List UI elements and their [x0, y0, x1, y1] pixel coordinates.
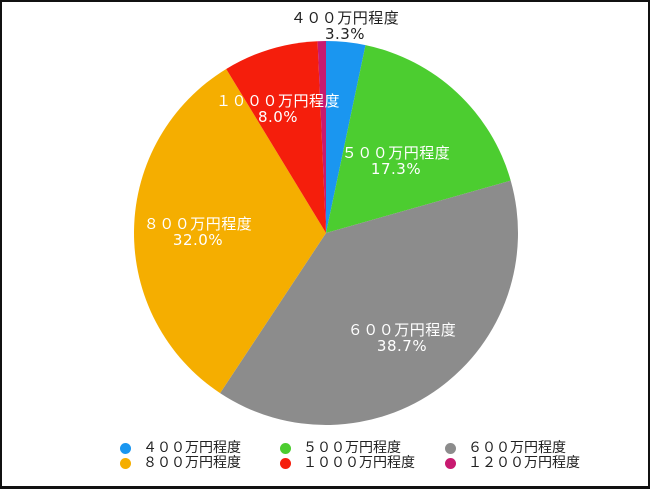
pie-slices	[134, 41, 519, 426]
legend-label: ４００万円程度	[143, 440, 241, 456]
slice-label-percent: 17.3%	[370, 160, 422, 178]
pie-slice	[226, 41, 326, 233]
legend-dot-icon	[120, 443, 131, 454]
legend-label: ６００万円程度	[468, 440, 566, 456]
legend-dot-icon	[280, 443, 291, 454]
slice-label: ８００万円程度 32.0%	[144, 216, 253, 248]
legend-label: ８００万円程度	[143, 455, 241, 471]
pie-slice	[326, 41, 366, 233]
slice-label-name: ６００万円程度	[347, 321, 457, 339]
legend-dot-icon	[280, 458, 291, 469]
slice-label-percent: 3.3%	[324, 25, 366, 43]
pie-slice	[317, 41, 326, 233]
slice-label-percent: 8.0%	[257, 108, 299, 126]
pie-slice	[134, 68, 326, 394]
legend-item: １２００万円程度	[445, 456, 600, 471]
legend-item: ８００万円程度	[120, 456, 280, 471]
legend-dot-icon	[445, 458, 456, 469]
legend-item: １０００万円程度	[280, 456, 445, 471]
slice-label: ４００万円程度 3.3%	[291, 10, 400, 42]
legend: ４００万円程度 ５００万円程度 ６００万円程度 ８００万円程度 １０００万円程度…	[120, 441, 600, 471]
legend-label: １０００万円程度	[303, 455, 415, 471]
pie-slice	[326, 45, 511, 233]
legend-label: １２００万円程度	[468, 455, 580, 471]
slice-label-name: ８００万円程度	[143, 215, 253, 233]
slice-label-name: ５００万円程度	[341, 144, 451, 162]
pie-slice	[220, 180, 519, 426]
slice-label-name: １０００万円程度	[215, 92, 341, 110]
slice-label-name: ４００万円程度	[290, 9, 400, 27]
legend-label: ５００万円程度	[303, 440, 401, 456]
slice-label: ５００万円程度 17.3%	[342, 145, 451, 177]
legend-item: ６００万円程度	[445, 441, 600, 456]
legend-dot-icon	[445, 443, 456, 454]
legend-item: ５００万円程度	[280, 441, 445, 456]
slice-label-percent: 32.0%	[172, 231, 224, 249]
legend-item: ４００万円程度	[120, 441, 280, 456]
legend-dot-icon	[120, 458, 131, 469]
slice-label: ６００万円程度 38.7%	[348, 322, 457, 354]
slice-label-percent: 38.7%	[376, 337, 428, 355]
slice-label: １０００万円程度 8.0%	[216, 93, 340, 125]
